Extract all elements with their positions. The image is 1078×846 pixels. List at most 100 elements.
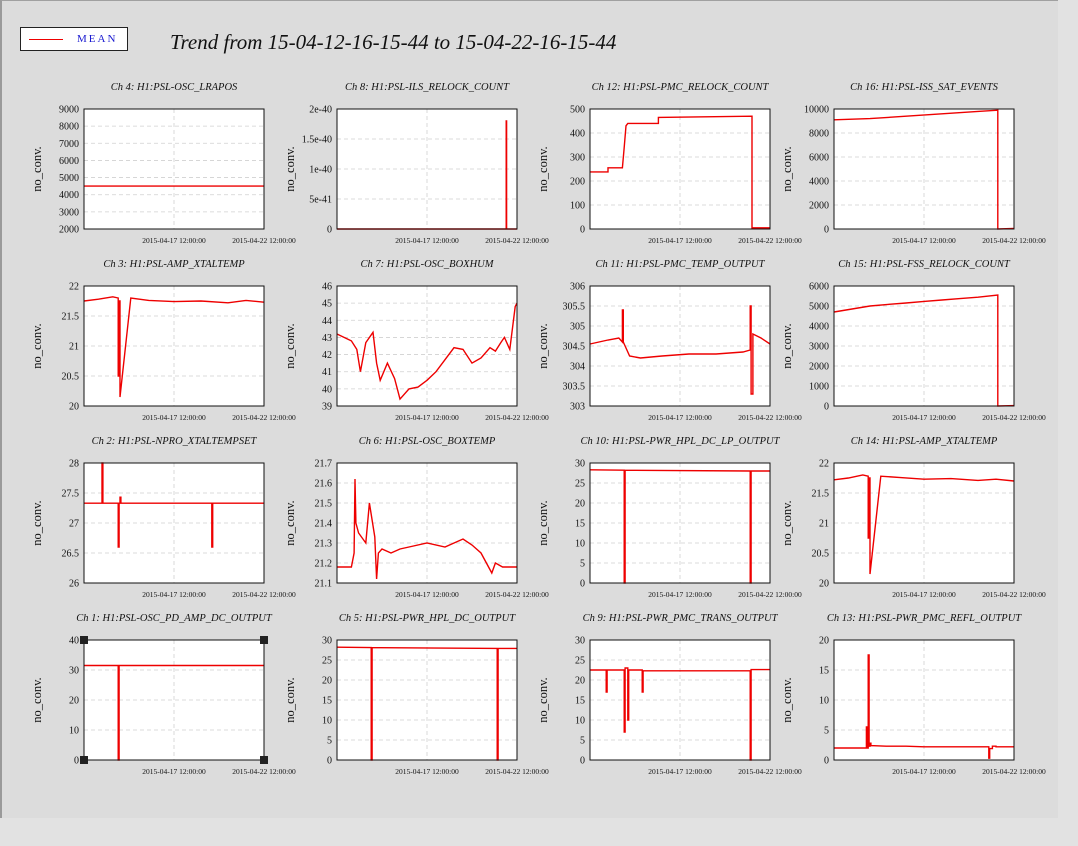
x-tick-label: 2015-04-17 12:00:00 <box>892 413 956 422</box>
series-line <box>833 294 1015 407</box>
x-tick-label: 2015-04-17 12:00:00 <box>648 590 712 599</box>
y-tick-label: 6000 <box>809 153 829 164</box>
y-tick-label: 42 <box>322 350 332 361</box>
series-line <box>83 296 265 398</box>
chart-7: 303 303.5 304 304.5 305 305.5 306 2015-04-17 12… <box>536 259 802 422</box>
y-tick-label: 40 <box>322 384 332 395</box>
chart-14: 0 5 10 15 20 25 30 2015-04-17 12:00:00 2015-04-2… <box>283 613 549 776</box>
chart-title: Ch 1: H1:PSL-OSC_PD_AMP_DC_OUTPUT <box>76 613 273 624</box>
y-tick-label: 20 <box>819 636 829 647</box>
chart-title: Ch 8: H1:PSL-ILS_RELOCK_COUNT <box>345 82 510 93</box>
series-line <box>834 654 1014 759</box>
y-tick-label: 30 <box>575 636 585 647</box>
y-tick-label: 46 <box>322 282 332 293</box>
y-tick-label: 41 <box>322 367 332 378</box>
x-tick-label: 2015-04-22 12:00:00 <box>232 236 296 245</box>
y-tick-label: 4000 <box>809 322 829 333</box>
y-tick-label: 0 <box>824 756 829 767</box>
x-tick-label: 2015-04-17 12:00:00 <box>892 767 956 776</box>
y-tick-label: 2e-40 <box>309 105 332 116</box>
y-tick-label: 2000 <box>809 362 829 373</box>
y-tick-label: 306 <box>570 282 585 293</box>
y-tick-label: 5000 <box>59 173 79 184</box>
y-tick-label: 0 <box>327 756 332 767</box>
y-tick-label: 10 <box>322 716 332 727</box>
y-tick-label: 30 <box>322 636 332 647</box>
y-tick-label: 27.5 <box>62 489 80 500</box>
y-tick-label: 3000 <box>809 342 829 353</box>
y-axis-label: no_conv. <box>30 500 44 545</box>
y-axis-label: no_conv. <box>283 323 297 368</box>
plot-border <box>589 462 771 584</box>
series-line <box>589 469 770 584</box>
y-tick-label: 10 <box>575 539 585 550</box>
x-tick-label: 2015-04-17 12:00:00 <box>648 413 712 422</box>
x-tick-label: 2015-04-17 12:00:00 <box>395 590 459 599</box>
y-tick-label: 21 <box>819 519 829 530</box>
chart-title: Ch 9: H1:PSL-PWR_PMC_TRANS_OUTPUT <box>583 613 779 624</box>
y-tick-label: 8000 <box>809 129 829 140</box>
y-tick-label: 39 <box>322 402 332 413</box>
series-line <box>833 474 1015 575</box>
y-tick-label: 15 <box>575 519 585 530</box>
y-tick-label: 5000 <box>809 302 829 313</box>
x-tick-label: 2015-04-17 12:00:00 <box>142 413 206 422</box>
series-line <box>336 302 518 401</box>
plot-border <box>833 639 1015 761</box>
chart-title: Ch 13: H1:PSL-PWR_PMC_REFL_OUTPUT <box>827 613 1022 624</box>
y-tick-label: 20.5 <box>62 372 80 383</box>
y-tick-label: 26.5 <box>62 549 80 560</box>
y-tick-label: 28 <box>69 459 79 470</box>
y-tick-label: 500 <box>570 105 585 116</box>
y-tick-label: 27 <box>69 519 79 530</box>
series-line <box>590 115 770 229</box>
plot-border <box>336 462 518 584</box>
chart-title: Ch 10: H1:PSL-PWR_HPL_DC_LP_OUTPUT <box>581 436 781 447</box>
chart-6: 39 40 41 42 43 44 45 46 2015-04-17 12:00:00 2015-… <box>283 259 549 422</box>
x-tick-label: 2015-04-17 12:00:00 <box>892 236 956 245</box>
legend-label: MEAN <box>77 33 118 45</box>
plot-border <box>833 285 1015 407</box>
y-tick-label: 21.5 <box>315 499 333 510</box>
x-tick-label: 2015-04-22 12:00:00 <box>982 413 1046 422</box>
x-tick-label: 2015-04-17 12:00:00 <box>648 236 712 245</box>
x-tick-label: 2015-04-17 12:00:00 <box>648 767 712 776</box>
y-tick-label: 305 <box>570 322 585 333</box>
y-tick-label: 304 <box>570 362 585 373</box>
selection-handle <box>260 756 268 764</box>
y-tick-label: 44 <box>322 316 332 327</box>
y-tick-label: 1.5e-40 <box>302 135 332 146</box>
x-tick-label: 2015-04-22 12:00:00 <box>982 590 1046 599</box>
x-tick-label: 2015-04-17 12:00:00 <box>395 413 459 422</box>
y-tick-label: 40 <box>69 636 79 647</box>
y-tick-label: 21.5 <box>812 489 830 500</box>
x-tick-label: 2015-04-22 12:00:00 <box>485 413 549 422</box>
y-tick-label: 0 <box>74 756 79 767</box>
chart-title: Ch 3: H1:PSL-AMP_XTALTEMP <box>103 259 245 270</box>
y-tick-label: 10 <box>575 716 585 727</box>
y-axis-label: no_conv. <box>780 500 794 545</box>
y-tick-label: 2000 <box>809 201 829 212</box>
y-tick-label: 4000 <box>809 177 829 188</box>
chart-title: Ch 15: H1:PSL-FSS_RELOCK_COUNT <box>838 259 1011 270</box>
y-tick-label: 0 <box>327 225 332 236</box>
y-tick-label: 43 <box>322 333 332 344</box>
chart-4: 0 2000 4000 6000 8000 10000 2015-04-17 12:00:0… <box>780 82 1046 245</box>
y-tick-label: 10000 <box>804 105 829 116</box>
x-tick-label: 2015-04-17 12:00:00 <box>142 767 206 776</box>
x-tick-label: 2015-04-22 12:00:00 <box>738 413 802 422</box>
y-tick-label: 303 <box>570 402 585 413</box>
selection-handle <box>80 756 88 764</box>
y-tick-label: 22 <box>69 282 79 293</box>
y-tick-label: 21 <box>69 342 79 353</box>
y-tick-label: 21.4 <box>315 519 333 530</box>
chart-title: Ch 7: H1:PSL-OSC_BOXHUM <box>361 259 495 270</box>
y-tick-label: 0 <box>580 579 585 590</box>
y-axis-label: no_conv. <box>283 146 297 191</box>
x-tick-label: 2015-04-17 12:00:00 <box>892 590 956 599</box>
plot-border <box>833 462 1015 584</box>
series-line <box>337 478 517 580</box>
plot-border <box>589 108 771 230</box>
x-tick-label: 2015-04-22 12:00:00 <box>485 767 549 776</box>
